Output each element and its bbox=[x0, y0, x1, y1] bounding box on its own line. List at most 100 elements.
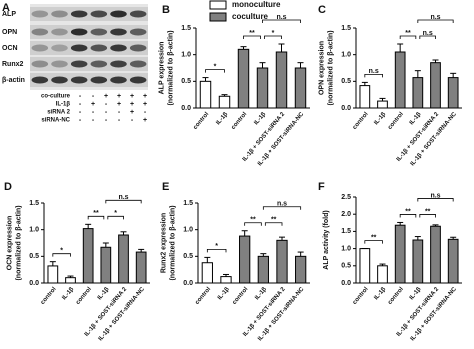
y-axis-label: (normalized to β-actin) bbox=[167, 30, 174, 105]
significance-label: ** bbox=[405, 30, 411, 37]
bar bbox=[135, 251, 147, 284]
y-tick-label: 0.0 bbox=[183, 280, 193, 287]
bar bbox=[220, 276, 232, 284]
condition-mark: + bbox=[130, 101, 134, 108]
condition-mark: + bbox=[104, 93, 108, 100]
condition-mark: + bbox=[130, 109, 134, 116]
bar bbox=[430, 62, 441, 109]
condition-label: IL-1β bbox=[56, 102, 71, 108]
condition-mark: - bbox=[118, 109, 121, 116]
panel-letter: F bbox=[318, 181, 325, 193]
y-tick-label: 0.0 bbox=[181, 105, 191, 112]
blot-band bbox=[110, 76, 127, 84]
condition-mark: + bbox=[117, 93, 121, 100]
significance-bracket bbox=[52, 253, 71, 257]
y-axis-label: OPN expression bbox=[318, 41, 325, 95]
significance-label: * bbox=[272, 30, 275, 37]
y-axis-label: (normalized to β-actin) bbox=[327, 30, 334, 105]
condition-mark: - bbox=[105, 101, 108, 108]
significance-label: n.s bbox=[118, 194, 128, 201]
significance-label: n.s bbox=[277, 201, 287, 208]
y-tick-label: 0.0 bbox=[341, 280, 351, 287]
blot-band bbox=[90, 44, 108, 52]
x-tick-label: IL-1β bbox=[373, 111, 387, 126]
blot-band bbox=[129, 60, 147, 68]
bar bbox=[412, 239, 424, 284]
bar bbox=[239, 235, 251, 284]
significance-label: ** bbox=[271, 217, 277, 224]
significance-label: n.s bbox=[276, 14, 286, 21]
y-tick-label: 0.0 bbox=[341, 105, 351, 112]
significance-bracket bbox=[243, 35, 261, 39]
condition-mark: + bbox=[130, 93, 134, 100]
blot-row-label: OPN bbox=[2, 29, 17, 36]
y-tick-label: 2.5 bbox=[341, 194, 351, 201]
condition-mark: + bbox=[143, 101, 147, 108]
blot-band bbox=[129, 28, 147, 36]
blot-band bbox=[110, 44, 127, 52]
significance-label: ** bbox=[250, 217, 256, 224]
significance-bracket bbox=[87, 215, 105, 220]
bar bbox=[47, 265, 59, 284]
significance-label: ** bbox=[93, 210, 99, 217]
blot-band bbox=[31, 28, 49, 36]
bar bbox=[359, 85, 371, 109]
blot-band bbox=[51, 60, 68, 68]
blot-band bbox=[31, 44, 49, 52]
y-tick-label: 0.5 bbox=[341, 263, 351, 270]
significance-bracket bbox=[399, 35, 417, 39]
significance-bracket bbox=[264, 222, 283, 226]
x-tick-label: control bbox=[40, 286, 58, 306]
condition-mark: + bbox=[117, 101, 121, 108]
condition-mark: - bbox=[79, 117, 82, 124]
blot-band bbox=[51, 28, 68, 36]
x-tick-label: control bbox=[231, 111, 249, 131]
x-tick-label: IL-1β bbox=[97, 286, 111, 301]
bar bbox=[82, 228, 94, 284]
bar bbox=[199, 80, 212, 109]
bar bbox=[65, 277, 76, 284]
condition-mark: + bbox=[91, 101, 95, 108]
y-axis-label: Runx2 expression bbox=[160, 213, 167, 273]
condition-mark: - bbox=[79, 93, 82, 100]
bar bbox=[257, 255, 269, 284]
legend-swatch bbox=[209, 0, 227, 10]
condition-label: siRNA 2 bbox=[47, 110, 70, 116]
y-tick-label: 0.5 bbox=[181, 78, 191, 85]
y-axis-label: (normalized to β-actin) bbox=[169, 205, 176, 280]
bar bbox=[100, 246, 112, 284]
x-tick-label: IL-1β bbox=[215, 111, 229, 126]
x-tick-label: control bbox=[387, 111, 405, 131]
significance-label: ** bbox=[371, 234, 377, 241]
y-tick-label: 1.0 bbox=[29, 227, 39, 234]
bar bbox=[430, 225, 441, 284]
blot-band bbox=[110, 60, 127, 68]
bar bbox=[275, 51, 288, 109]
blot-band bbox=[51, 76, 68, 84]
significance-bracket bbox=[205, 69, 225, 73]
y-axis-label: (normalized to β-actin) bbox=[15, 205, 22, 280]
significance-bracket bbox=[264, 35, 282, 39]
panel-letter: B bbox=[162, 4, 170, 16]
significance-bracket bbox=[399, 214, 417, 218]
blot-band bbox=[129, 44, 147, 52]
significance-label: ** bbox=[425, 208, 431, 215]
legend-label: monoculture bbox=[232, 0, 281, 9]
y-tick-label: 1.5 bbox=[29, 200, 39, 207]
condition-mark: - bbox=[131, 117, 134, 124]
blot-band bbox=[90, 10, 108, 18]
bar bbox=[377, 265, 388, 284]
y-tick-label: 2.0 bbox=[341, 211, 351, 218]
y-tick-label: 0.5 bbox=[183, 253, 193, 260]
condition-mark: - bbox=[105, 109, 108, 116]
significance-bracket bbox=[417, 19, 454, 23]
blot-band bbox=[31, 76, 49, 84]
bar bbox=[276, 239, 288, 284]
condition-mark: - bbox=[79, 101, 82, 108]
blot-band bbox=[70, 76, 88, 84]
condition-mark: - bbox=[92, 117, 95, 124]
x-tick-label: control bbox=[387, 286, 405, 306]
y-tick-label: 1.5 bbox=[181, 25, 191, 32]
blot-band bbox=[31, 10, 49, 18]
